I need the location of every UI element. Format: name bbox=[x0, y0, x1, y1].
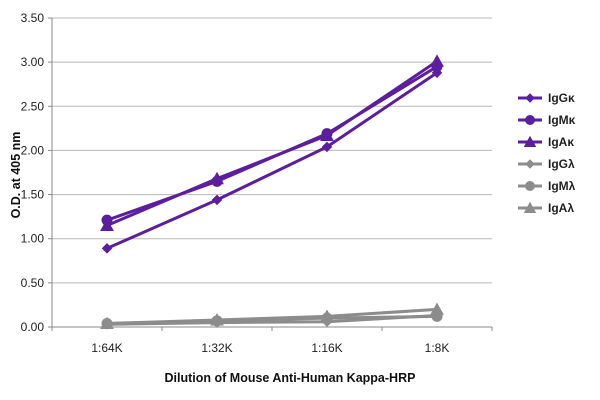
axes bbox=[48, 17, 493, 331]
legend-label: IgMκ bbox=[548, 113, 576, 127]
legend: IgGκ IgMκ IgAκ IgGλ IgMλ IgAλ bbox=[518, 91, 576, 215]
y-tick-label: 1.50 bbox=[21, 188, 45, 202]
series-6-point bbox=[210, 313, 224, 326]
y-tick-label: 1.00 bbox=[21, 232, 45, 246]
legend-swatch-marker bbox=[525, 93, 535, 103]
y-tick-label: 3.00 bbox=[21, 55, 45, 69]
series-3-point bbox=[430, 54, 444, 67]
y-axis-title: O.D. at 405 nm bbox=[9, 132, 23, 219]
legend-label: IgMλ bbox=[548, 179, 576, 193]
series-markers bbox=[100, 54, 444, 330]
series-3-point bbox=[100, 218, 114, 231]
series-1-point bbox=[101, 243, 113, 254]
y-tick-label: 2.50 bbox=[21, 99, 45, 113]
x-tick-label: 1:32K bbox=[201, 341, 232, 355]
series-6-point bbox=[430, 302, 444, 315]
series-3-line bbox=[106, 60, 438, 227]
series-6-point bbox=[100, 316, 114, 329]
series-6-point bbox=[320, 309, 334, 322]
x-tick-label: 1:8K bbox=[425, 341, 450, 355]
x-tick-label: 1:16K bbox=[311, 341, 342, 355]
legend-swatch-marker bbox=[523, 135, 537, 147]
series-1-point bbox=[211, 194, 223, 206]
x-tick-labels: 1:64K 1:32K 1:16K 1:8K bbox=[91, 341, 449, 355]
series-1-line bbox=[106, 71, 438, 250]
legend-swatch-marker bbox=[523, 201, 537, 213]
legend-swatch-marker bbox=[525, 159, 535, 169]
series-1-point bbox=[321, 141, 333, 153]
legend-label: IgAλ bbox=[548, 201, 574, 215]
y-tick-label: 0.50 bbox=[21, 276, 45, 290]
y-tick-label: 2.00 bbox=[21, 143, 45, 157]
legend-label: IgGκ bbox=[548, 91, 575, 105]
legend-swatch-marker bbox=[525, 181, 535, 191]
y-tick-label: 0.00 bbox=[21, 320, 45, 334]
x-axis-title: Dilution of Mouse Anti-Human Kappa-HRP bbox=[165, 371, 416, 385]
series-3-point bbox=[210, 171, 224, 185]
y-tick-labels: 0.00 0.50 1.00 1.50 2.00 2.50 3.00 3.50 bbox=[21, 11, 45, 334]
legend-label: IgGλ bbox=[548, 157, 575, 171]
legend-label: IgAκ bbox=[548, 135, 574, 149]
x-tick-label: 1:64K bbox=[91, 341, 122, 355]
y-tick-label: 3.50 bbox=[21, 11, 45, 25]
series-2-line bbox=[106, 65, 438, 222]
series-3-point bbox=[320, 128, 334, 141]
series-lines bbox=[106, 60, 438, 326]
series-6-line bbox=[106, 307, 438, 325]
legend-swatch-marker bbox=[525, 115, 535, 125]
